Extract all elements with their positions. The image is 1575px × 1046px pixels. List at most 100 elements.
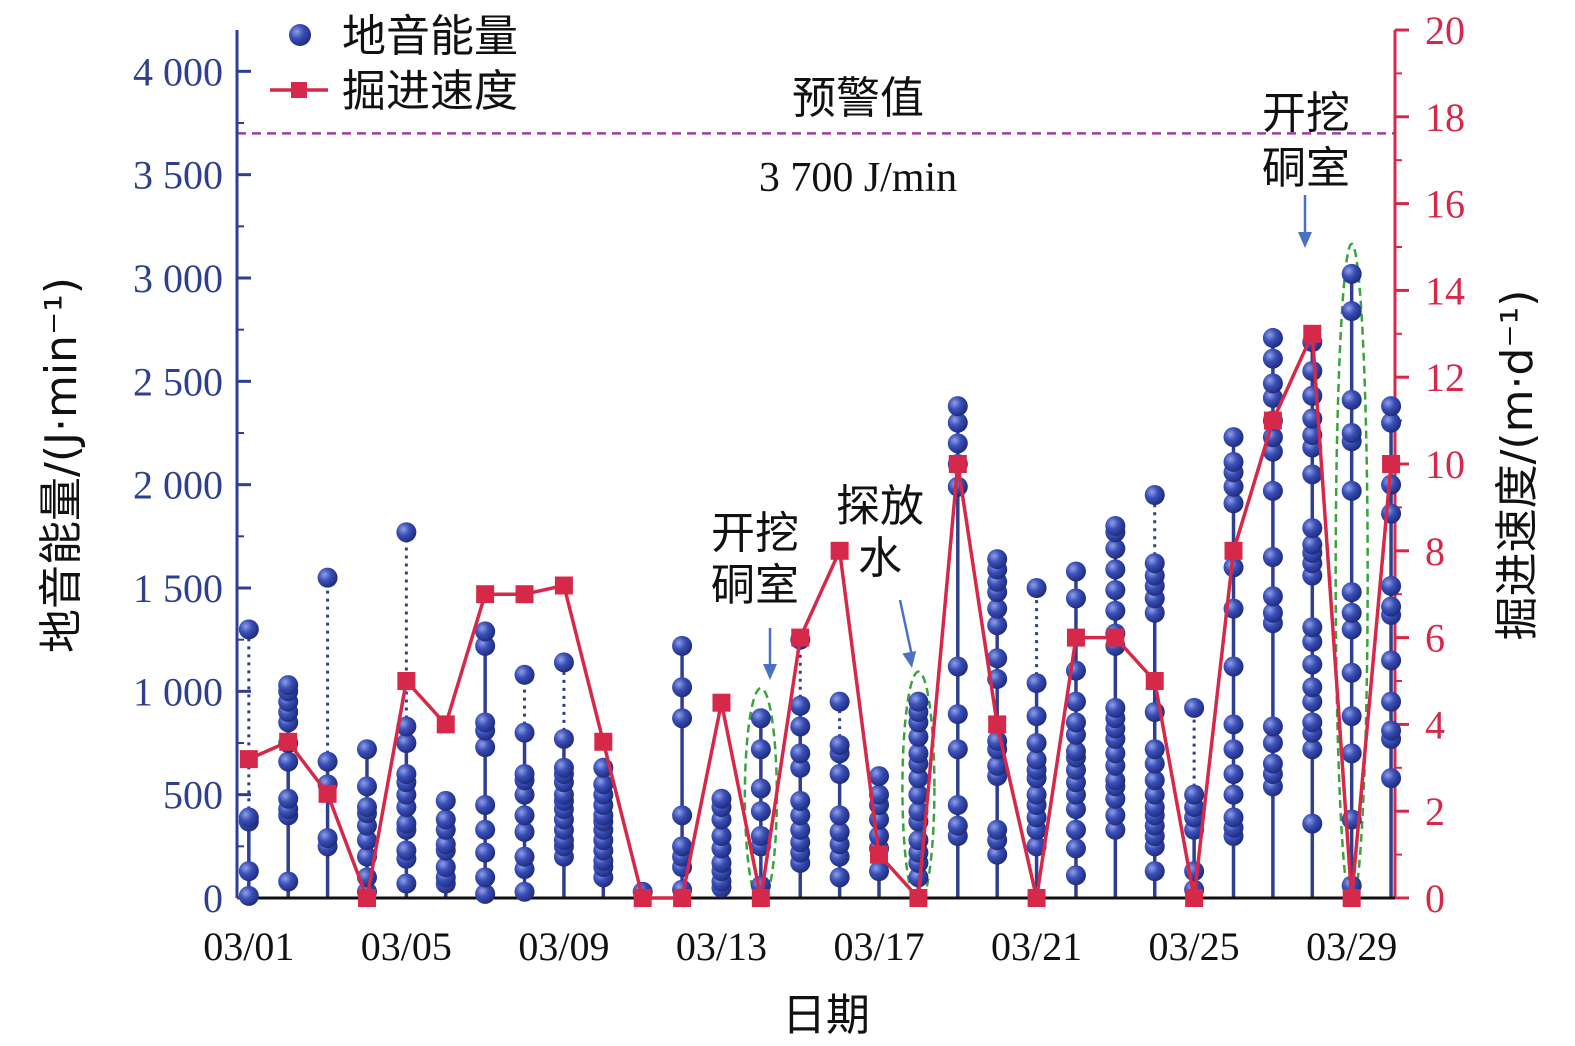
energy-point (1223, 451, 1244, 472)
energy-point (1184, 784, 1205, 805)
energy-point (475, 819, 496, 840)
energy-point (790, 743, 811, 764)
energy-point (1381, 474, 1402, 495)
energy-point (947, 412, 968, 433)
energy-point (790, 757, 811, 778)
legend-energy-label: 地音能量 (342, 11, 518, 62)
x-tick-label: 03/13 (676, 924, 767, 969)
y-right-tick-label: 6 (1425, 616, 1445, 661)
legend-energy-marker (289, 24, 311, 46)
energy-point (1302, 385, 1323, 406)
energy-point (1381, 503, 1402, 524)
energy-point (396, 522, 417, 543)
energy-point (238, 619, 259, 640)
energy-point (1065, 588, 1086, 609)
speed-point (1224, 541, 1243, 560)
y-left-tick-label: 3 000 (133, 256, 223, 301)
x-tick-label: 03/01 (203, 924, 294, 969)
energy-point (278, 675, 299, 696)
energy-point (514, 821, 535, 842)
energy-point (1105, 516, 1126, 536)
energy-point (908, 691, 929, 712)
energy-point (1144, 861, 1165, 882)
energy-point (1065, 819, 1086, 840)
energy-point (1341, 662, 1362, 683)
energy-point (750, 778, 771, 799)
y-right-tick-label: 20 (1425, 8, 1465, 53)
energy-point (1223, 656, 1244, 677)
x-axis-label: 日期 (782, 990, 870, 1041)
energy-point (475, 737, 496, 758)
energy-point (829, 735, 850, 756)
energy-point (238, 807, 259, 828)
speed-point (1185, 889, 1204, 907)
energy-point (987, 549, 1008, 570)
y-right-tick-label: 12 (1425, 355, 1465, 400)
energy-point (869, 784, 890, 805)
energy-point (1341, 743, 1362, 764)
energy-point (987, 755, 1008, 776)
energy-point (1105, 770, 1126, 791)
y-right-tick-label: 16 (1425, 182, 1465, 227)
energy-point (1262, 716, 1283, 737)
y-right-tick-label: 18 (1425, 95, 1465, 140)
speed-point (239, 750, 258, 769)
energy-point (1302, 631, 1323, 652)
energy-point (1223, 764, 1244, 784)
energy-point (1302, 518, 1323, 539)
energy-point (1065, 838, 1086, 859)
energy-point (514, 764, 535, 784)
y-axis-right-label: 掘进速度/(m·d⁻¹) (1492, 290, 1543, 641)
energy-point (475, 842, 496, 863)
speed-point (948, 455, 967, 473)
y-left-tick-label: 1 500 (133, 566, 223, 611)
energy-point (1144, 739, 1165, 760)
energy-point (711, 826, 732, 846)
speed-point (594, 732, 613, 751)
energy-point (1381, 768, 1402, 789)
energy-point (1223, 714, 1244, 735)
energy-point (829, 805, 850, 826)
energy-point (1262, 586, 1283, 607)
y-right-tick-label: 2 (1425, 789, 1445, 834)
speed-point (476, 585, 495, 604)
y-left-tick-label: 2 000 (133, 463, 223, 508)
energy-point (1223, 557, 1244, 578)
speed-point (318, 784, 337, 803)
speed-point (279, 732, 298, 751)
energy-point (278, 871, 299, 892)
energy-point (1223, 427, 1244, 448)
energy-point (1105, 580, 1126, 601)
energy-point (1302, 691, 1323, 712)
energy-point (396, 840, 417, 861)
y-left-tick-label: 500 (163, 773, 223, 818)
energy-point (1026, 673, 1047, 694)
energy-point (750, 739, 771, 760)
energy-point (1105, 805, 1126, 826)
energy-point (317, 828, 338, 849)
annotation-line-2: 硐室 (1262, 143, 1350, 194)
energy-point (711, 852, 732, 873)
energy-point (869, 861, 890, 882)
energy-point (908, 784, 929, 805)
energy-point (908, 768, 929, 789)
energy-point (1065, 799, 1086, 820)
annotation-arrow-head (1298, 232, 1312, 248)
annotation-line-2: 水 (858, 533, 902, 584)
speed-point (554, 576, 573, 595)
annotation-line-1: 开挖 (711, 508, 799, 559)
energy-point (1065, 561, 1086, 582)
energy-point (750, 801, 771, 822)
energy-point (908, 801, 929, 822)
energy-point (1144, 485, 1165, 505)
energy-point (908, 743, 929, 764)
energy-point (908, 726, 929, 747)
energy-point (1302, 739, 1323, 760)
energy-point (1223, 493, 1244, 514)
energy-point (1144, 770, 1165, 791)
energy-point (1381, 650, 1402, 671)
energy-point (1105, 559, 1126, 580)
energy-point (711, 788, 732, 809)
energy-point (278, 788, 299, 809)
energy-point (475, 621, 496, 642)
